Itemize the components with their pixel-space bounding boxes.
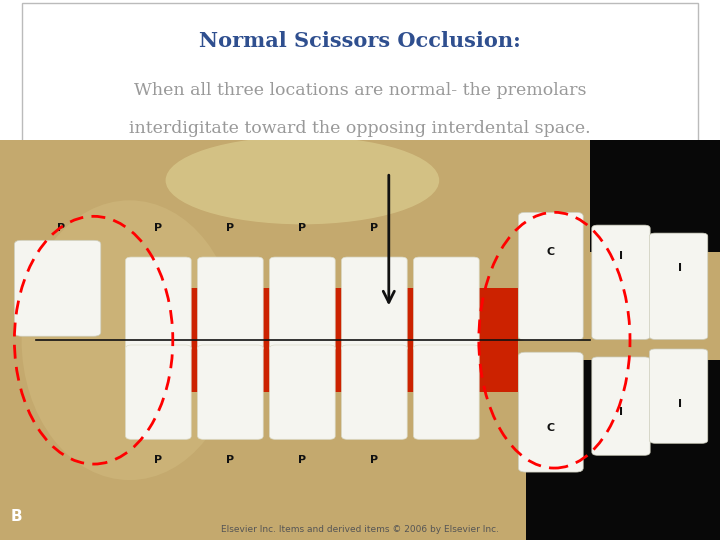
FancyBboxPatch shape bbox=[592, 225, 650, 340]
Text: C: C bbox=[546, 423, 555, 433]
Text: I: I bbox=[618, 251, 623, 261]
FancyBboxPatch shape bbox=[342, 257, 408, 352]
FancyBboxPatch shape bbox=[413, 345, 480, 440]
FancyBboxPatch shape bbox=[342, 345, 408, 440]
Bar bbox=[526, 360, 720, 540]
FancyBboxPatch shape bbox=[125, 345, 191, 440]
Text: I: I bbox=[678, 399, 683, 409]
FancyBboxPatch shape bbox=[269, 345, 336, 440]
Text: P: P bbox=[154, 224, 163, 233]
Ellipse shape bbox=[166, 137, 439, 224]
Text: When all three locations are normal- the premolars: When all three locations are normal- the… bbox=[134, 82, 586, 99]
FancyBboxPatch shape bbox=[14, 240, 101, 336]
FancyBboxPatch shape bbox=[413, 257, 480, 352]
FancyBboxPatch shape bbox=[518, 352, 583, 472]
Polygon shape bbox=[590, 140, 720, 252]
FancyBboxPatch shape bbox=[269, 257, 336, 352]
Text: P: P bbox=[370, 224, 379, 233]
Text: C: C bbox=[546, 247, 555, 257]
Text: I: I bbox=[618, 407, 623, 417]
Ellipse shape bbox=[22, 200, 238, 480]
Text: P: P bbox=[154, 455, 163, 465]
Text: P: P bbox=[298, 224, 307, 233]
FancyBboxPatch shape bbox=[518, 212, 583, 340]
Text: Elsevier Inc. Items and derived items © 2006 by Elsevier Inc.: Elsevier Inc. Items and derived items © … bbox=[221, 525, 499, 534]
Text: P: P bbox=[226, 224, 235, 233]
Bar bbox=[130, 288, 518, 392]
FancyBboxPatch shape bbox=[125, 257, 191, 352]
Text: interdigitate toward the opposing interdental space.: interdigitate toward the opposing interd… bbox=[129, 120, 591, 137]
FancyBboxPatch shape bbox=[197, 345, 264, 440]
Text: B: B bbox=[11, 509, 22, 524]
FancyBboxPatch shape bbox=[197, 257, 264, 352]
Text: I: I bbox=[678, 264, 683, 273]
Text: Normal Scissors Occlusion:: Normal Scissors Occlusion: bbox=[199, 31, 521, 51]
Text: P: P bbox=[298, 455, 307, 465]
FancyBboxPatch shape bbox=[649, 349, 708, 443]
Text: P: P bbox=[226, 455, 235, 465]
Text: P: P bbox=[370, 455, 379, 465]
FancyBboxPatch shape bbox=[592, 357, 650, 455]
Text: P: P bbox=[57, 224, 66, 233]
FancyBboxPatch shape bbox=[649, 233, 708, 340]
